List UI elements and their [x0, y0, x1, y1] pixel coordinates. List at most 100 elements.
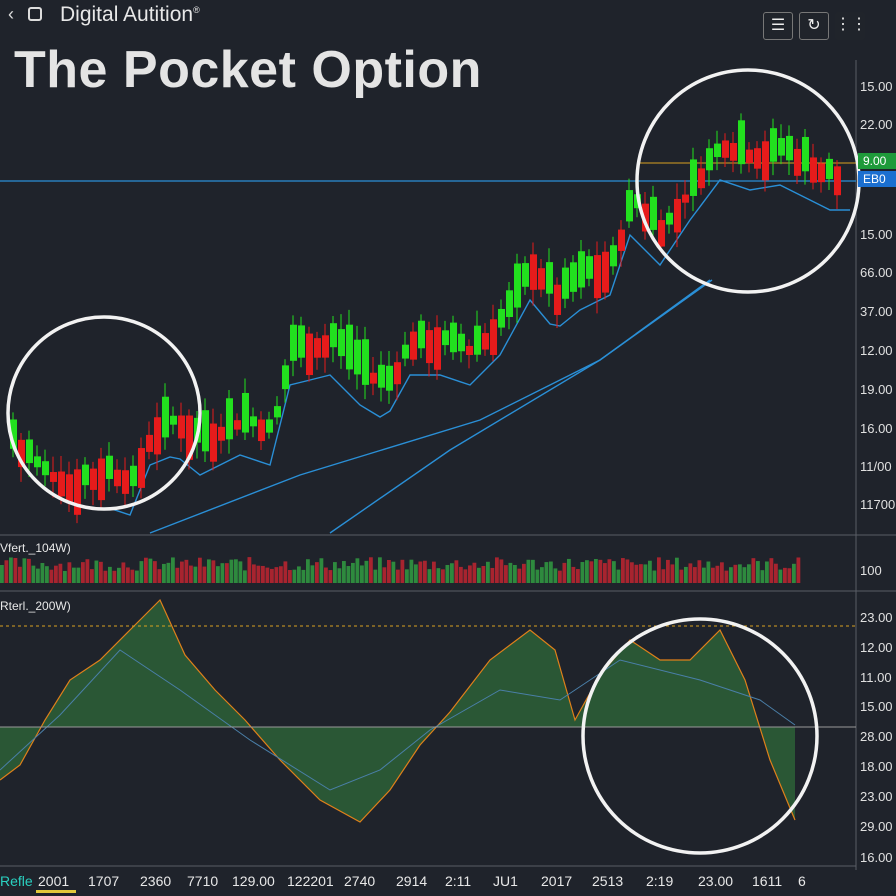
price-axis-label: 37.00: [860, 304, 893, 319]
candle: [538, 268, 545, 290]
volume-bar: [747, 564, 751, 583]
candle: [386, 365, 393, 391]
volume-bar: [643, 564, 648, 583]
oscillator-axis-label: 16.00: [860, 850, 893, 865]
volume-bar: [405, 569, 409, 583]
time-axis-label: 129.00: [232, 873, 275, 889]
volume-bar: [9, 557, 13, 583]
volume-bar: [441, 569, 445, 583]
candles: [10, 113, 841, 524]
menu-icon: ☰: [770, 17, 786, 34]
volume-bar: [729, 567, 733, 583]
volume-bar: [567, 558, 571, 583]
volume-bar: [225, 563, 229, 583]
volume-bar: [135, 570, 139, 583]
candle: [434, 327, 441, 370]
volume-bar: [171, 557, 175, 583]
candle: [770, 128, 777, 162]
volume-bar: [337, 568, 342, 583]
volume-bar: [175, 567, 180, 583]
volume-bar: [22, 558, 27, 583]
candle: [290, 324, 297, 361]
volume-bar: [774, 563, 778, 583]
volume-bar: [153, 561, 157, 583]
volume-bar: [720, 562, 724, 583]
volume-bar: [108, 566, 112, 583]
volume-bar: [486, 561, 490, 583]
volume-bar: [283, 561, 288, 583]
price-axis-label: 15.00: [860, 79, 893, 94]
volume-bar: [540, 567, 544, 583]
volume-bar: [351, 562, 355, 583]
volume-bar: [535, 569, 540, 583]
volume-bar: [666, 559, 670, 583]
candle: [258, 419, 265, 442]
candle: [690, 159, 697, 196]
volume-bar: [180, 561, 184, 583]
candle: [18, 439, 25, 468]
oscillator-axis-label: 28.00: [860, 729, 893, 744]
volume-bar: [616, 569, 621, 583]
volume-bar: [292, 569, 297, 583]
candle: [418, 320, 425, 349]
time-axis-label: 1707: [88, 873, 120, 889]
candle: [274, 406, 281, 418]
candle: [810, 157, 817, 183]
volume-bar: [769, 558, 774, 583]
volume-bar: [765, 561, 769, 583]
candle: [210, 423, 217, 462]
volume-bar: [391, 561, 396, 583]
refresh-button[interactable]: ↻: [799, 12, 829, 40]
volume-bar: [598, 559, 603, 583]
oscillator-fill: [0, 600, 795, 822]
candle: [450, 322, 457, 353]
active-time-marker: [36, 890, 76, 893]
volume-bar: [427, 569, 432, 583]
volume-bar: [787, 568, 792, 583]
candle: [314, 338, 321, 358]
refresh-icon: ↻: [807, 17, 821, 34]
volume-bar: [157, 569, 162, 583]
volume-bar: [189, 565, 193, 583]
volume-bar: [121, 562, 126, 583]
grid-button[interactable]: ⋮⋮: [835, 12, 867, 40]
candle: [114, 469, 121, 487]
candle: [570, 262, 577, 292]
volume-bar: [27, 558, 31, 583]
time-axis-label: 2:11: [445, 873, 472, 889]
highlight-circle: [6, 315, 202, 511]
volume-bar: [310, 565, 315, 583]
volume-bar: [459, 566, 463, 583]
candle: [402, 344, 409, 359]
candle: [522, 263, 529, 287]
volume-bar: [67, 562, 72, 583]
volume-bar: [382, 567, 387, 583]
volume-bar: [589, 561, 594, 583]
volume-bar: [432, 561, 436, 583]
highlight-circle: [581, 617, 819, 855]
volume-bar: [247, 557, 252, 583]
candle: [778, 138, 785, 156]
volume-bar: [207, 559, 211, 583]
candle: [242, 392, 249, 433]
volume-bar: [639, 564, 643, 583]
chevron-left-icon[interactable]: ‹: [8, 4, 14, 24]
candle: [26, 439, 33, 464]
volume-bar: [675, 557, 679, 583]
candle: [298, 325, 305, 358]
candle: [234, 420, 241, 430]
price-axis-label: 16.00: [860, 421, 893, 436]
candle: [130, 465, 137, 487]
candle: [730, 143, 737, 161]
candle: [226, 398, 233, 440]
volume-bar: [270, 568, 274, 583]
candle: [658, 220, 665, 247]
volume-bar: [400, 559, 405, 583]
volume-bar: [72, 567, 76, 583]
candle: [498, 308, 505, 328]
volume-bar: [184, 559, 189, 583]
menu-button[interactable]: ☰: [763, 12, 793, 40]
app-title: Digital Autition®: [60, 3, 200, 26]
candle: [346, 324, 353, 370]
